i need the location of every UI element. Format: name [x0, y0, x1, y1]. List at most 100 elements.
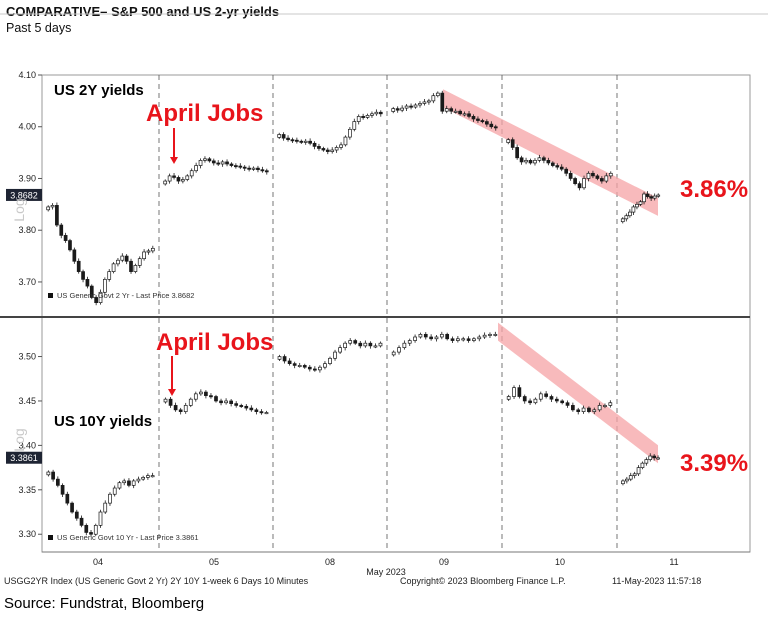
candle-body — [323, 363, 327, 368]
candle-body — [560, 400, 565, 404]
candle-body — [440, 92, 445, 112]
candle-body — [330, 149, 335, 152]
trend-band — [498, 322, 658, 464]
last-price-tag-label: 3.8682 — [10, 190, 38, 200]
candle-body — [328, 357, 332, 364]
candle-body — [621, 480, 625, 485]
candle-body — [238, 165, 243, 168]
candle-body — [216, 162, 221, 165]
candle-body — [467, 113, 471, 117]
candle-body — [242, 166, 247, 169]
candle-body — [308, 140, 312, 144]
candle-body — [435, 92, 440, 97]
candle-body — [517, 387, 522, 397]
candle-body — [74, 511, 79, 519]
candle-body — [644, 459, 649, 464]
x-month-label: May 2023 — [366, 567, 406, 577]
annotation-label: April Jobs — [146, 100, 263, 127]
candle-body — [368, 342, 373, 347]
candle-body — [51, 471, 55, 480]
candle-body — [488, 333, 492, 336]
y-tick-label: 3.40 — [18, 440, 36, 450]
candle-body — [649, 196, 653, 199]
candle-body — [70, 502, 74, 513]
candle-body — [409, 105, 413, 108]
y-tick-label: 3.35 — [18, 485, 36, 495]
candle-body — [374, 111, 379, 115]
candle-body — [120, 255, 125, 261]
candle-body — [292, 363, 297, 366]
candle-body — [146, 475, 150, 478]
candle-body — [141, 477, 146, 480]
candle-body — [108, 493, 112, 504]
candle-body — [586, 172, 591, 179]
candle-body — [112, 487, 117, 495]
legend-entry: US Generic Govt 10 Yr - Last Price 3.386… — [57, 533, 199, 542]
y-tick-label: 3.90 — [18, 173, 36, 183]
candle-body — [652, 455, 657, 459]
candle-body — [98, 291, 103, 304]
candle-body — [620, 218, 625, 223]
candle-body — [93, 524, 98, 535]
candle-body — [290, 139, 295, 142]
candle-body — [193, 393, 198, 400]
candle-body — [348, 340, 353, 344]
candle-body — [565, 402, 570, 406]
candle-body — [434, 336, 439, 340]
candle-body — [642, 193, 646, 203]
candle-body — [264, 412, 269, 415]
candle-body — [458, 110, 462, 115]
candle-body — [59, 224, 64, 236]
x-tick-label: 04 — [93, 557, 103, 567]
candle-body — [173, 405, 178, 411]
candle-body — [72, 249, 77, 262]
candle-body — [277, 356, 282, 360]
candle-body — [550, 162, 555, 166]
candle-body — [635, 203, 639, 208]
candle-body — [183, 405, 188, 412]
axis-scale-label: Log — [11, 428, 27, 451]
candle-body — [404, 105, 409, 109]
candle-body — [631, 206, 636, 213]
footer-index-description: USGG2YR Index (US Generic Govt 2 Yr) 2Y … — [4, 576, 309, 586]
candle-body — [559, 166, 564, 170]
candle-body — [295, 139, 299, 142]
candle-body — [573, 178, 577, 185]
candle-body — [281, 134, 286, 139]
candle-body — [592, 409, 597, 412]
x-tick-label: 08 — [325, 557, 335, 567]
candle-body — [493, 126, 498, 129]
candle-body — [522, 396, 527, 402]
candle-body — [127, 480, 131, 486]
candle-body — [568, 172, 573, 179]
candle-body — [431, 95, 436, 102]
candle-body — [103, 502, 108, 513]
chart-title: COMPARATIVE– S&P 500 and US 2-yr yields — [6, 4, 280, 19]
candle-body — [239, 405, 244, 407]
candle-body — [640, 462, 645, 468]
candle-body — [510, 139, 515, 148]
candle-body — [533, 398, 538, 404]
candle-body — [220, 161, 225, 165]
annotation-label: April Jobs — [156, 329, 273, 356]
candle-body — [312, 142, 317, 147]
candle-body — [636, 467, 641, 475]
candle-body — [603, 405, 607, 407]
y-tick-label: 4.10 — [18, 70, 36, 80]
candle-body — [450, 338, 455, 341]
source-note: Source: Fundstrat, Bloomberg — [4, 595, 205, 612]
candle-body — [63, 235, 68, 241]
candle-body — [485, 121, 489, 125]
candle-body — [656, 457, 660, 460]
candle-body — [348, 128, 352, 138]
candle-body — [391, 108, 396, 112]
candle-body — [50, 205, 55, 208]
candle-body — [136, 478, 141, 482]
candle-body — [229, 163, 234, 166]
candle-body — [124, 255, 129, 262]
candle-body — [624, 215, 629, 220]
candle-body — [103, 279, 107, 293]
y-tick-label: 3.50 — [18, 352, 36, 362]
candle-body — [538, 393, 543, 400]
